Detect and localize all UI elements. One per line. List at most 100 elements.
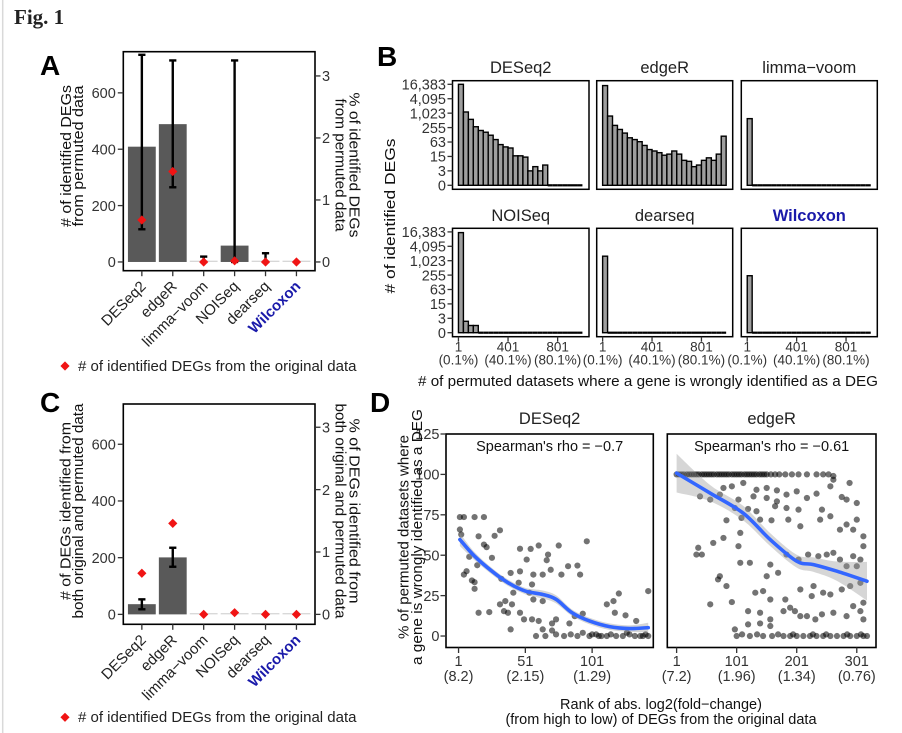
- histogram-bar: [492, 138, 499, 186]
- facet-title: edgeR: [747, 410, 796, 428]
- scatter-point: [746, 559, 753, 566]
- scatter-point: [797, 523, 804, 530]
- scatter-point: [827, 513, 834, 520]
- original-data-point: [199, 609, 209, 619]
- y-tick-label: 100: [415, 468, 439, 484]
- facet-title: DESeq2: [519, 410, 580, 428]
- histogram-bar: [715, 153, 722, 186]
- histogram-bar: [517, 155, 524, 186]
- scatter-points: [673, 471, 871, 640]
- scatter-point: [589, 631, 596, 638]
- histogram-bar: [502, 146, 509, 186]
- scatter-point: [830, 609, 837, 616]
- scatter-point: [850, 553, 857, 560]
- scatter-point: [728, 598, 735, 606]
- x-tick-label: 301: [845, 654, 869, 670]
- error-bar: [231, 59, 239, 264]
- scatter-point: [767, 616, 774, 623]
- scatter-point: [750, 493, 757, 500]
- original-data-point: [260, 609, 271, 619]
- x-tick-label: 101: [580, 654, 604, 670]
- x-tick-label: 801: [835, 340, 858, 355]
- histogram-bar: [676, 153, 683, 186]
- x-tick-label: 401: [785, 340, 808, 355]
- scatter-point: [753, 486, 760, 493]
- facet-frame: [595, 79, 734, 191]
- histogram-bar: [671, 150, 678, 186]
- scatter-point: [768, 517, 775, 524]
- histogram-bar: [690, 165, 698, 186]
- scatter-facet-edger: edgeR Spearman's rho = −0.61 1(7.2) 101(1.9…: [662, 410, 877, 685]
- facet-frame: [445, 433, 655, 649]
- scatter-point: [507, 626, 514, 633]
- scatter-point: [707, 496, 714, 503]
- scatter-point: [844, 631, 851, 638]
- histogram-bar: [621, 132, 629, 186]
- scatter-point: [543, 557, 550, 564]
- scatter-point: [696, 493, 704, 500]
- scatter-point: [744, 608, 752, 615]
- y-tick-label: 1,023: [410, 106, 446, 122]
- scatter-point: [860, 543, 867, 550]
- y2-tick-label: 3: [322, 420, 330, 436]
- scatter-point: [795, 471, 802, 478]
- scatter-point: [785, 516, 792, 523]
- y-tick-label: 16,383: [402, 225, 446, 241]
- panel-d-x-axis-title-line-1: Rank of abs. log2(fold−change): [560, 697, 762, 713]
- y-tick-label: 63: [430, 135, 446, 151]
- scatter-point: [731, 626, 738, 633]
- scatter-point: [558, 571, 565, 578]
- scatter-point: [850, 526, 857, 533]
- y2-tick-label: 2: [322, 483, 330, 499]
- y2-tick-label: 1: [322, 545, 330, 561]
- scatter-point: [795, 506, 802, 513]
- scatter-point: [723, 517, 730, 524]
- panel-d-y-axis-title-line-1: % of permuted datasets where: [397, 435, 413, 639]
- scatter-point: [603, 601, 610, 608]
- scatter-point: [710, 539, 717, 547]
- histogram-bar: [532, 165, 539, 186]
- scatter-point: [744, 505, 752, 513]
- plot-frame: [122, 403, 316, 626]
- histogram-bar: [472, 126, 479, 186]
- scatter-point: [820, 471, 827, 478]
- scatter-point: [733, 632, 740, 640]
- scatter-point: [803, 613, 811, 620]
- y-tick-label: 15: [430, 150, 446, 166]
- y-tick-label: 16,383: [402, 78, 446, 94]
- loess-confidence-band: [676, 453, 867, 601]
- error-bar: [169, 546, 177, 568]
- original-data-point: [137, 568, 147, 578]
- scatter-point: [528, 616, 536, 623]
- scatter-point: [847, 582, 854, 590]
- scatter-point: [693, 551, 700, 558]
- scatter-point: [623, 629, 630, 636]
- plot-frame: [122, 50, 316, 272]
- x-tick-sublabel: (0.1%): [439, 353, 479, 368]
- original-data-point: [168, 518, 178, 528]
- y-tick-label: 400: [92, 142, 116, 158]
- scatter-point: [564, 563, 572, 570]
- histogram-bar: [641, 144, 648, 186]
- y-tick-label: 1,023: [410, 254, 446, 270]
- x-tick-sublabel: (2.15): [506, 669, 544, 685]
- x-tick-sublabel: (8.2): [444, 669, 474, 685]
- panel-b-y-axis-title: # of identified DEGs: [383, 139, 399, 294]
- scatter-point: [773, 487, 781, 494]
- y-tick-label: 0: [438, 179, 446, 195]
- scatter-point: [767, 561, 774, 568]
- scatter-point: [471, 513, 478, 521]
- facet-frame: [666, 433, 877, 649]
- scatter-point: [633, 617, 640, 625]
- x-tick-label: 801: [690, 340, 713, 355]
- scatter-point: [836, 556, 844, 563]
- panel-d-x-axis-title-line-2: (from high to low) of DEGs from the orig…: [505, 712, 817, 728]
- scatter-point: [720, 534, 727, 542]
- x-tick-label: 101: [725, 654, 749, 670]
- scatter-point: [508, 601, 516, 608]
- scatter-point: [566, 620, 573, 627]
- scatter-point: [695, 544, 702, 551]
- x-tick-sublabel: (40.1%): [773, 353, 820, 368]
- legend-label: # of identified DEGs from the original d…: [78, 709, 357, 726]
